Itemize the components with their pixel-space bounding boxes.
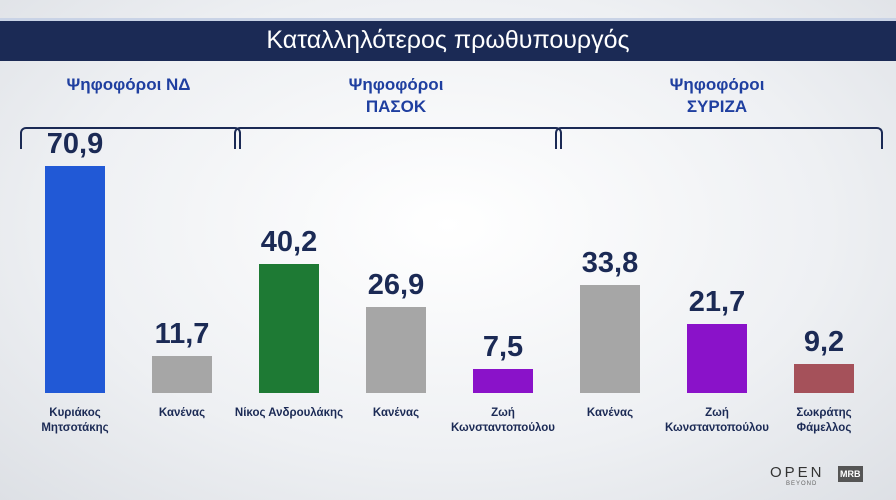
- group-bracket: [234, 127, 562, 149]
- value-label: 11,7: [154, 317, 210, 350]
- category-label: Νίκος Ανδρουλάκης: [234, 407, 344, 419]
- bar: [473, 369, 533, 393]
- category-label: Σωκράτης Φάμελλος: [796, 407, 852, 434]
- value-label: 33,8: [581, 246, 639, 279]
- group-header: Ψηφοφόροι ΠΑΣΟΚ: [348, 75, 444, 116]
- logo-mrb: MRB: [838, 466, 863, 482]
- value-label: 70,9: [46, 128, 104, 161]
- group-bracket: [555, 127, 883, 149]
- category-label: Κανένας: [586, 407, 634, 419]
- bar: [152, 355, 212, 393]
- bar: [687, 323, 747, 393]
- logo-beyond: BEYOND: [786, 481, 818, 487]
- category-label: Ζωή Κωνσταντοπούλου: [665, 407, 769, 434]
- value-label: 26,9: [367, 268, 425, 301]
- category-label: Κανένας: [158, 407, 206, 419]
- group-bracket: [20, 127, 241, 149]
- bar: [580, 284, 640, 393]
- value-label: 7,5: [482, 331, 524, 363]
- title-bar: [0, 18, 896, 61]
- category-label: Ζωή Κωνσταντοπούλου: [451, 407, 555, 434]
- logo-open: OPEN: [770, 464, 825, 481]
- bar: [366, 306, 426, 393]
- bar: [794, 363, 854, 393]
- category-label: Κανένας: [372, 407, 420, 419]
- category-label: Κυριάκος Μητσοτάκης: [41, 407, 109, 434]
- chart-title: Καταλληλότερος πρωθυπουργός: [266, 26, 630, 54]
- value-label: 40,2: [260, 226, 318, 259]
- group-header: Ψηφοφόροι ΣΥΡΙΖΑ: [669, 75, 765, 116]
- bar: [259, 264, 319, 393]
- value-label: 21,7: [688, 285, 746, 318]
- bar: [45, 166, 105, 393]
- value-label: 9,2: [803, 325, 845, 358]
- group-header: Ψηφοφόροι ΝΔ: [66, 75, 191, 94]
